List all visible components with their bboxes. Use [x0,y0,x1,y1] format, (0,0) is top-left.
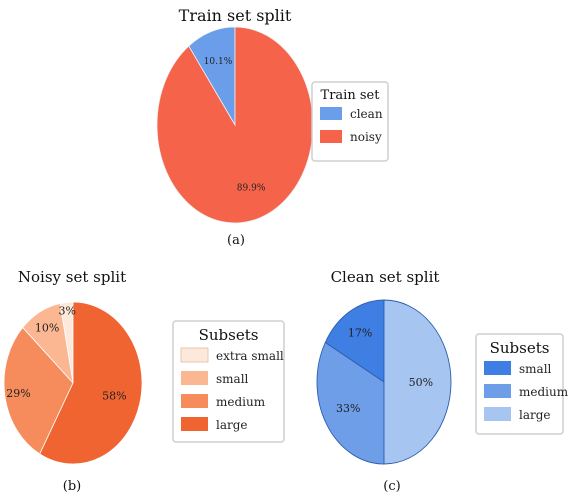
pie-slice-small [324,299,385,383]
chart-title: Clean set split [331,268,440,286]
legend-title: Train set [321,88,381,103]
legend-swatch [320,130,342,143]
legend: Train set clean noisy [311,81,389,162]
legend-item-label: small [519,362,552,376]
pie-slice-large [383,299,452,465]
pie-slice-large [39,301,143,465]
slice-label: 3% [58,304,75,317]
pie-chart-3: Clean set split 17% 33% 50% Subsets small medi… [316,268,569,494]
legend-item-label: noisy [350,130,382,144]
chart-title: Train set split [179,6,292,25]
legend-item-label: large [216,418,248,432]
pie-slice-medium [3,326,74,455]
chart-title: Noisy set split [18,268,126,286]
legend: Subsets extra small small medium large [172,320,285,443]
legend-item-label: medium [519,385,569,399]
slice-label: 50% [409,376,433,389]
legend-item-label: extra small [216,349,284,363]
pie-chart-1: Train set split 10.1% 89.9% Train set clean n… [156,6,389,248]
legend-swatch [181,394,208,408]
legend-swatch [181,371,208,385]
pie-slice-noisy [156,26,314,224]
pie-chart-2: Noisy set split 3% 10% 29% 58% Subsets extra s… [3,268,285,494]
slice-label: 10% [35,322,59,335]
slice-label: 58% [102,390,126,403]
pie-slice-medium [316,341,385,465]
legend: Subsets small medium large [475,333,569,435]
legend-swatch [180,347,209,363]
slice-label: 29% [6,387,30,400]
subfigure-caption: (b) [63,479,81,494]
legend-item-label: small [216,372,249,386]
legend-item-label: large [519,408,551,422]
slice-label: 89.9% [237,184,266,194]
legend-swatch [320,107,342,120]
legend-title: Subsets [490,339,550,357]
legend-item-label: clean [350,107,383,121]
legend-swatch [484,361,511,375]
slice-label: 17% [348,327,372,340]
legend-swatch [484,407,511,421]
subfigure-caption: (c) [383,479,400,494]
legend-item-label: medium [216,395,266,409]
subfigure-caption: (a) [227,233,245,248]
legend-title: Subsets [199,326,259,344]
slice-label: 33% [336,402,360,415]
legend-swatch [181,417,208,431]
legend-swatch [484,384,511,398]
slice-label: 10.1% [204,57,233,67]
